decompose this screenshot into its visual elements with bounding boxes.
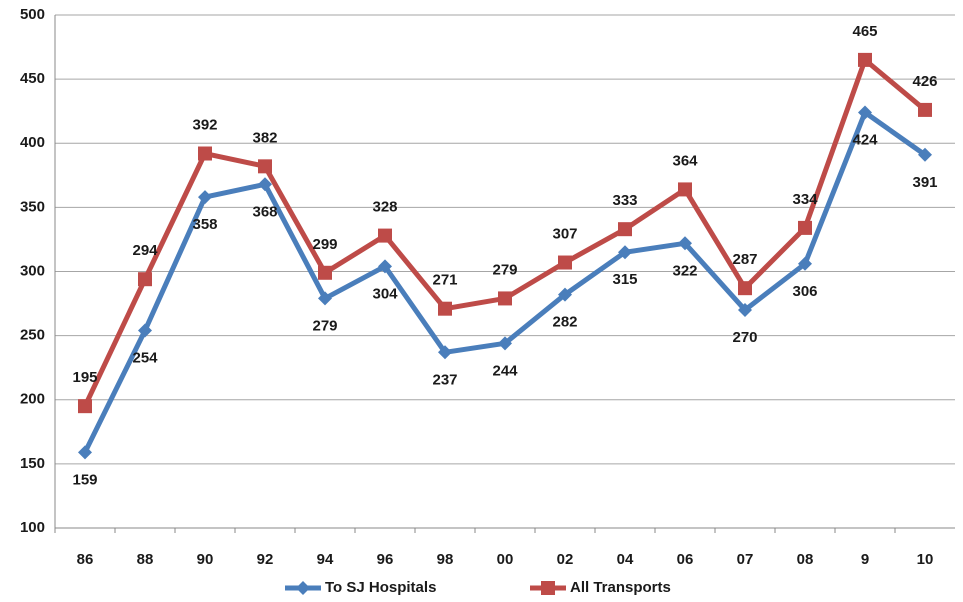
data-label: 307 (552, 225, 577, 242)
point (78, 445, 92, 460)
y-tick-label: 450 (20, 70, 45, 87)
point (858, 52, 872, 67)
point (78, 399, 92, 414)
y-tick-label: 150 (20, 455, 45, 472)
data-label: 328 (372, 199, 397, 216)
data-label: 270 (732, 329, 757, 346)
point (738, 281, 752, 296)
y-tick-label: 350 (20, 198, 45, 215)
legend-label: All Transports (570, 579, 671, 596)
y-tick-label: 100 (20, 519, 45, 536)
x-tick-label: 07 (737, 551, 754, 568)
point (378, 259, 392, 274)
point (498, 336, 512, 351)
point (558, 287, 572, 302)
data-label: 271 (432, 272, 457, 289)
data-label: 426 (912, 73, 937, 90)
data-label: 334 (792, 191, 818, 208)
x-tick-label: 9 (861, 551, 869, 568)
data-label: 304 (372, 285, 398, 302)
data-label: 333 (612, 192, 637, 209)
data-label: 282 (552, 314, 577, 331)
point (858, 105, 872, 120)
data-label: 279 (492, 261, 517, 278)
x-tick-label: 06 (677, 551, 694, 568)
point (258, 177, 272, 192)
point (258, 159, 272, 174)
data-label: 195 (72, 369, 97, 386)
data-label: 391 (912, 174, 937, 191)
point (378, 228, 392, 243)
point (918, 147, 932, 162)
data-label: 368 (252, 203, 277, 220)
data-label: 358 (192, 216, 217, 233)
point (798, 220, 812, 235)
data-label: 315 (612, 271, 637, 288)
data-label: 159 (72, 471, 97, 488)
point (618, 245, 632, 260)
point (318, 291, 332, 306)
x-tick-label: 94 (317, 551, 334, 568)
x-tick-label: 86 (77, 551, 94, 568)
data-label: 382 (252, 129, 277, 146)
data-label: 424 (852, 131, 878, 148)
point (678, 236, 692, 251)
legend-marker (296, 581, 310, 595)
x-tick-label: 92 (257, 551, 274, 568)
x-tick-label: 90 (197, 551, 214, 568)
x-tick-label: 04 (617, 551, 634, 568)
x-tick-label: 08 (797, 551, 814, 568)
data-label: 306 (792, 283, 817, 300)
point (918, 102, 932, 117)
data-label: 254 (132, 349, 158, 366)
point (678, 182, 692, 197)
legend-label: To SJ Hospitals (325, 579, 436, 596)
point (738, 302, 752, 317)
y-tick-label: 250 (20, 327, 45, 344)
data-label: 322 (672, 262, 697, 279)
y-tick-label: 500 (20, 6, 45, 23)
point (618, 222, 632, 237)
data-label: 299 (312, 236, 337, 253)
point (138, 323, 152, 338)
point (558, 255, 572, 270)
x-tick-label: 02 (557, 551, 574, 568)
x-tick-label: 96 (377, 551, 394, 568)
data-label: 465 (852, 23, 877, 40)
data-label: 294 (132, 242, 158, 259)
data-label: 244 (492, 362, 518, 379)
x-tick-label: 98 (437, 551, 454, 568)
data-label: 364 (672, 152, 698, 169)
x-tick-label: 88 (137, 551, 154, 568)
point (498, 291, 512, 306)
data-label: 287 (732, 251, 757, 268)
point (438, 301, 452, 316)
point (798, 256, 812, 271)
data-label: 392 (192, 116, 217, 133)
x-tick-label: 10 (917, 551, 934, 568)
x-tick-label: 00 (497, 551, 514, 568)
legend-marker (541, 581, 555, 595)
point (318, 265, 332, 280)
point (198, 190, 212, 205)
point (198, 146, 212, 161)
y-tick-label: 300 (20, 262, 45, 279)
data-label: 279 (312, 317, 337, 334)
point (138, 272, 152, 287)
y-tick-label: 200 (20, 391, 45, 408)
point (438, 345, 452, 360)
y-tick-label: 400 (20, 134, 45, 151)
data-label: 237 (432, 371, 457, 388)
